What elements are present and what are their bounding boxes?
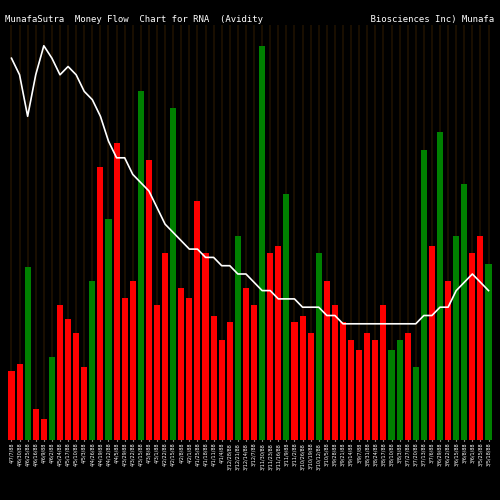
Bar bbox=[308, 333, 314, 440]
Bar bbox=[57, 305, 63, 440]
Bar bbox=[348, 340, 354, 440]
Bar bbox=[364, 333, 370, 440]
Bar bbox=[437, 132, 443, 440]
Bar bbox=[461, 184, 468, 440]
Bar bbox=[380, 305, 386, 440]
Bar bbox=[453, 236, 459, 440]
Bar bbox=[404, 333, 410, 440]
Bar bbox=[186, 298, 192, 440]
Bar bbox=[300, 316, 306, 440]
Bar bbox=[235, 236, 241, 440]
Bar bbox=[292, 322, 298, 440]
Bar bbox=[138, 90, 144, 440]
Bar bbox=[421, 150, 427, 440]
Bar bbox=[396, 340, 402, 440]
Bar bbox=[388, 350, 394, 440]
Text: MunafaSutra  Money Flow  Chart for RNA  (Avidity                    Biosciences : MunafaSutra Money Flow Chart for RNA (Av… bbox=[5, 15, 494, 24]
Bar bbox=[154, 305, 160, 440]
Bar bbox=[24, 267, 30, 440]
Bar bbox=[276, 246, 281, 440]
Bar bbox=[445, 281, 451, 440]
Bar bbox=[98, 167, 103, 440]
Bar bbox=[130, 281, 136, 440]
Bar bbox=[162, 253, 168, 440]
Bar bbox=[90, 281, 96, 440]
Bar bbox=[49, 357, 55, 440]
Bar bbox=[8, 371, 14, 440]
Bar bbox=[32, 409, 39, 440]
Bar bbox=[340, 322, 346, 440]
Bar bbox=[114, 142, 119, 440]
Bar bbox=[73, 333, 79, 440]
Bar bbox=[106, 218, 112, 440]
Bar bbox=[41, 419, 47, 440]
Bar bbox=[170, 108, 176, 440]
Bar bbox=[210, 316, 216, 440]
Bar bbox=[332, 305, 338, 440]
Bar bbox=[478, 236, 484, 440]
Bar bbox=[429, 246, 435, 440]
Bar bbox=[227, 322, 233, 440]
Bar bbox=[194, 202, 200, 440]
Bar bbox=[372, 340, 378, 440]
Bar bbox=[486, 264, 492, 440]
Bar bbox=[65, 319, 71, 440]
Bar bbox=[178, 288, 184, 440]
Bar bbox=[412, 368, 419, 440]
Bar bbox=[146, 160, 152, 440]
Bar bbox=[356, 350, 362, 440]
Bar bbox=[267, 253, 273, 440]
Bar bbox=[81, 368, 87, 440]
Bar bbox=[251, 305, 257, 440]
Bar bbox=[324, 281, 330, 440]
Bar bbox=[284, 194, 290, 440]
Bar bbox=[470, 253, 476, 440]
Bar bbox=[202, 253, 208, 440]
Bar bbox=[316, 253, 322, 440]
Bar bbox=[259, 46, 265, 440]
Bar bbox=[16, 364, 22, 440]
Bar bbox=[218, 340, 224, 440]
Bar bbox=[243, 288, 249, 440]
Bar bbox=[122, 298, 128, 440]
